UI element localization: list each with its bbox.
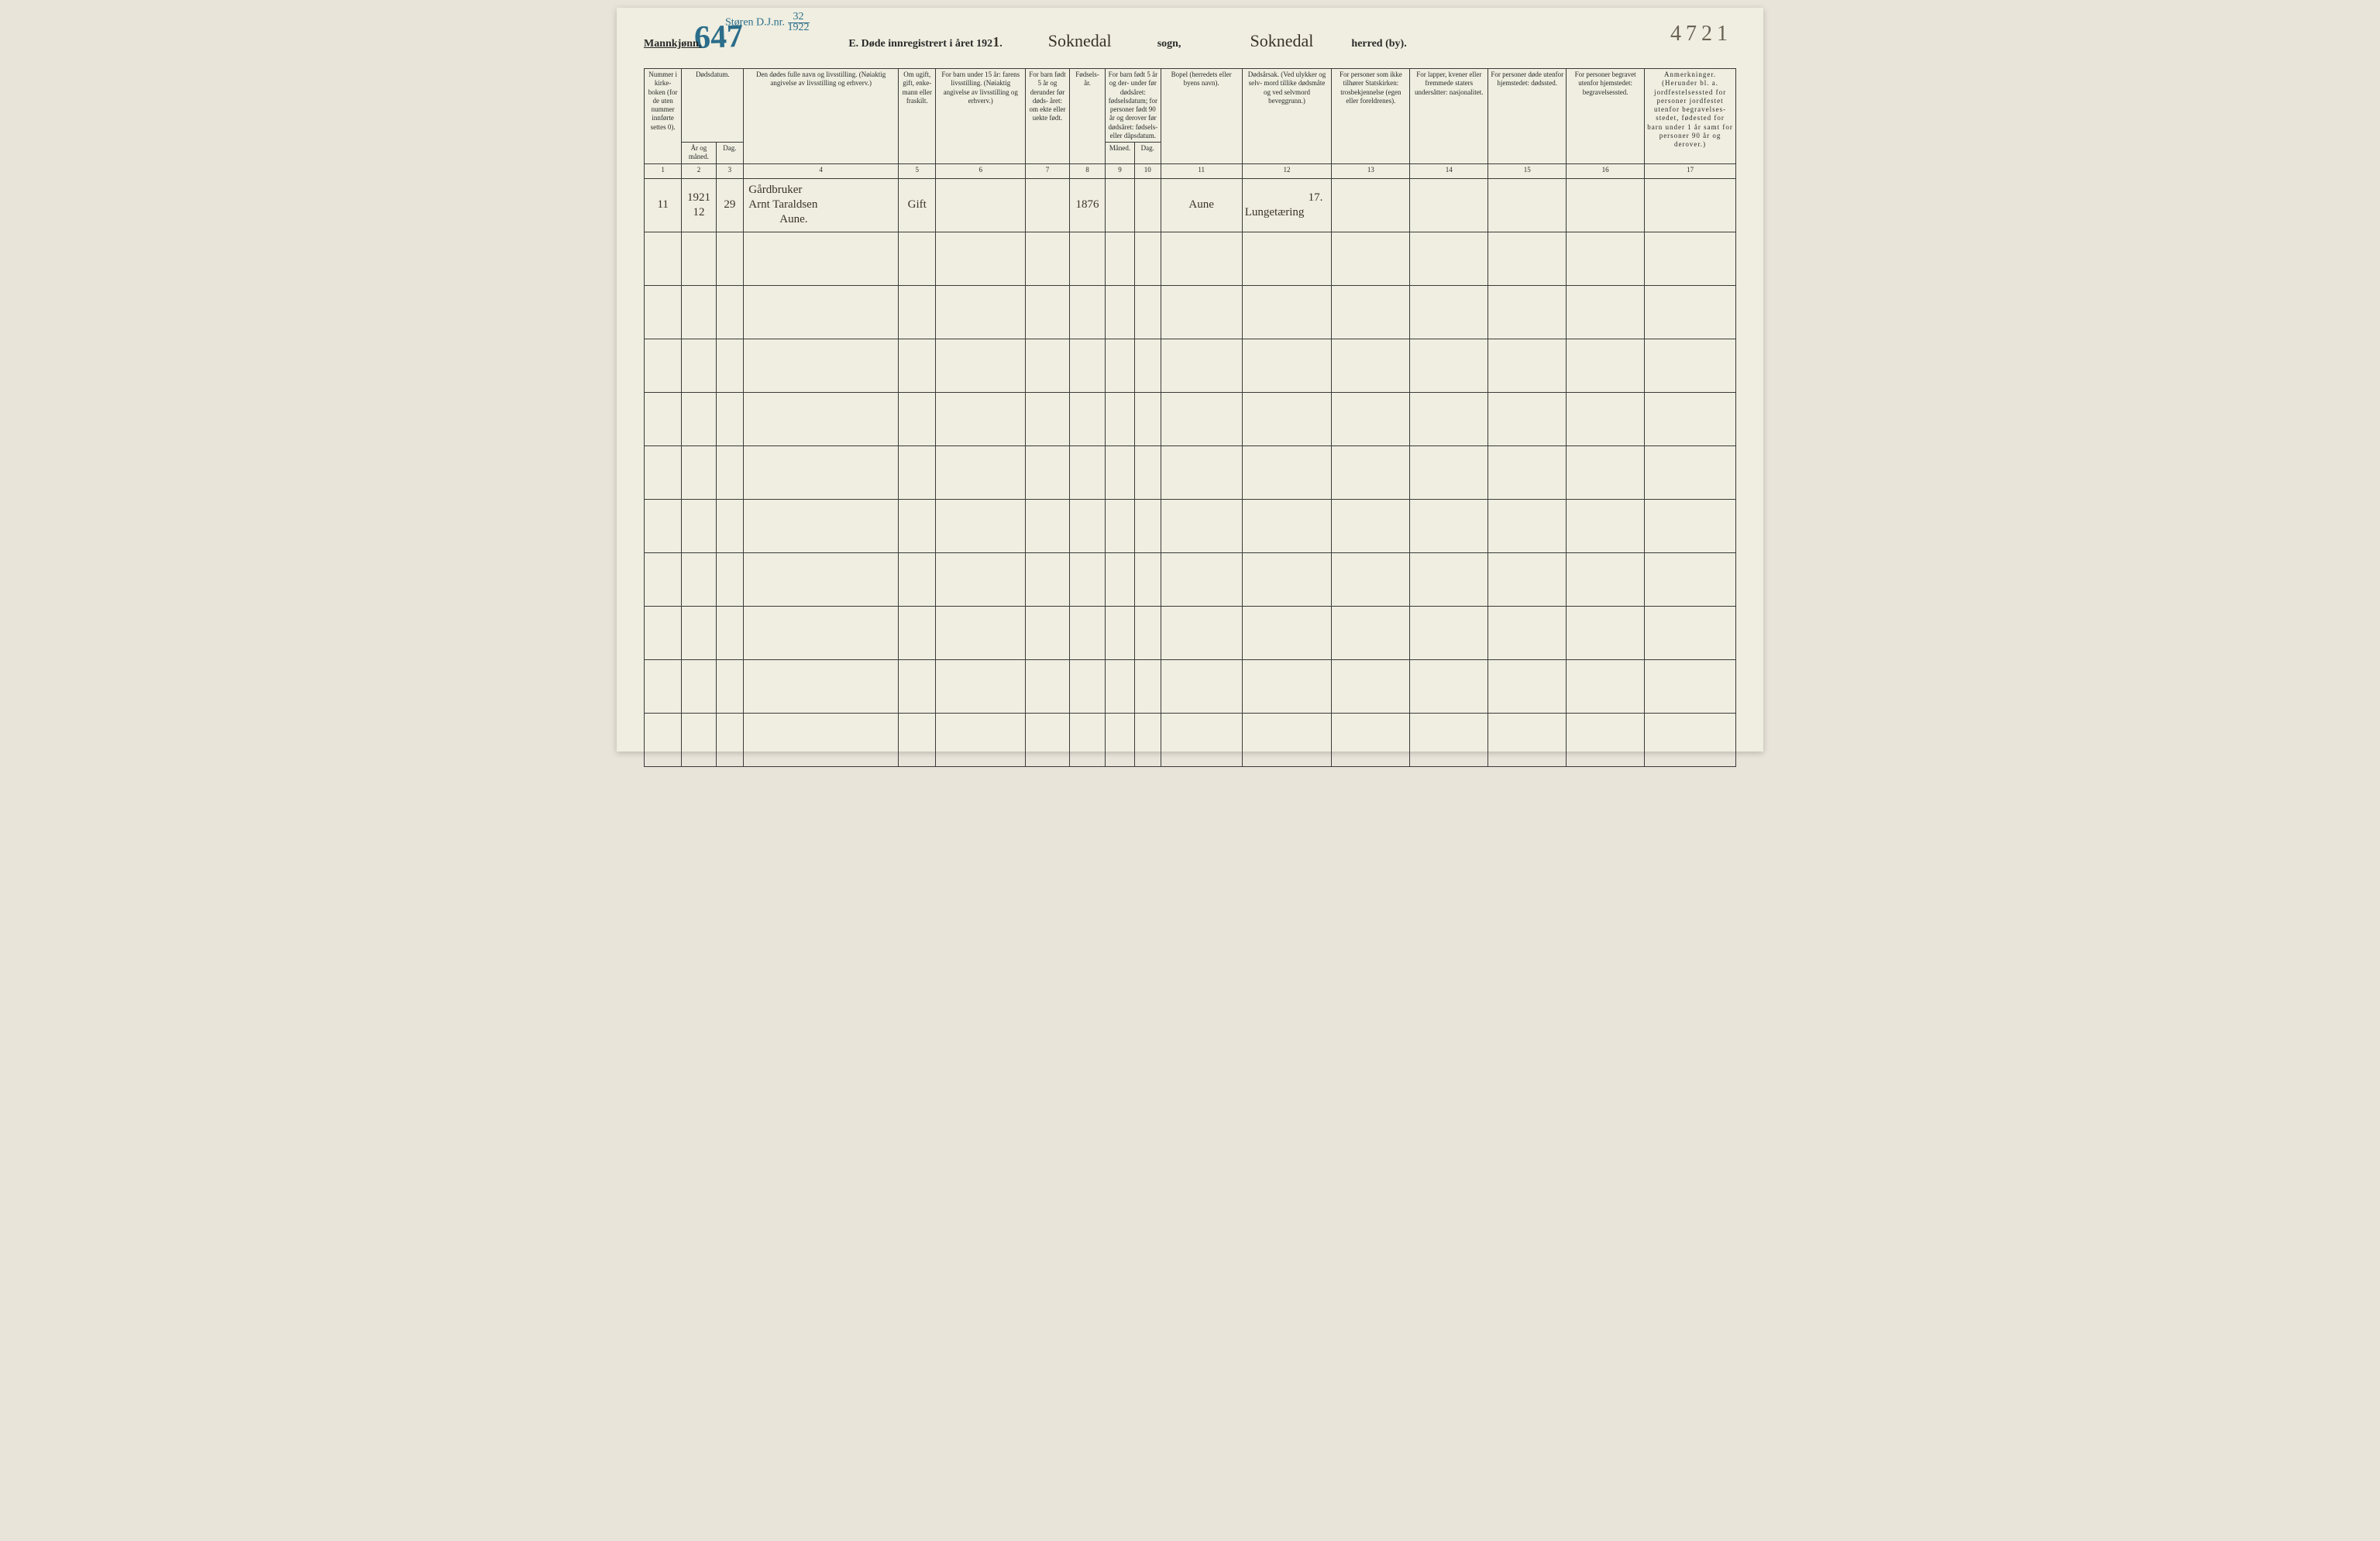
empty-row (645, 232, 1736, 285)
col-16-head: For personer begravet utenfor hjemstedet… (1567, 69, 1645, 164)
e1-navn-l2: Arnt Taraldsen (748, 198, 896, 212)
coln-8: 8 (1069, 163, 1105, 178)
col-2-group-head: Dødsdatum. (682, 69, 744, 143)
e1-bopel: Aune (1161, 178, 1242, 232)
e1-c16 (1567, 178, 1645, 232)
coln-1: 1 (645, 163, 682, 178)
e1-c9 (1106, 178, 1135, 232)
table-body: 1 2 3 4 5 6 7 8 9 10 11 12 13 14 15 16 1… (645, 163, 1736, 766)
herred-label: herred (by). (1351, 38, 1406, 50)
e1-sivilstand: Gift (899, 178, 936, 232)
col-6-head: For barn under 15 år: farens livsstillin… (936, 69, 1026, 164)
e1-c10 (1134, 178, 1161, 232)
col-17-head: Anmerkninger. (Herunder bl. a. jordfeste… (1645, 69, 1736, 164)
empty-row (645, 713, 1736, 766)
title-period: . (999, 38, 1003, 50)
col-2a-head: År og måned. (682, 143, 716, 164)
col-12-head: Dødsårsak. (Ved ulykker og selv- mord ti… (1242, 69, 1332, 164)
column-number-row: 1 2 3 4 5 6 7 8 9 10 11 12 13 14 15 16 1… (645, 163, 1736, 178)
e1-mnd: 12 (684, 205, 713, 220)
coln-15: 15 (1488, 163, 1567, 178)
title-prefix: E. Døde innregistrert i året 192 (848, 38, 992, 50)
gender-heading: Mannkjønn. (644, 38, 701, 50)
coln-17: 17 (1645, 163, 1736, 178)
e1-c17 (1645, 178, 1736, 232)
coln-13: 13 (1332, 163, 1410, 178)
form-title: E. Døde innregistrert i året 1921. (848, 34, 1002, 50)
empty-row (645, 552, 1736, 606)
col-7-head: For barn født 5 år og derunder før døds-… (1026, 69, 1070, 164)
e1-aar-mnd: 1921 12 (682, 178, 716, 232)
e1-aar: 1921 (684, 191, 713, 205)
coln-6: 6 (936, 163, 1026, 178)
empty-row (645, 499, 1736, 552)
e1-dag: 29 (716, 178, 744, 232)
empty-row (645, 659, 1736, 713)
coln-3: 3 (716, 163, 744, 178)
col-4-head: Den dødes fulle navn og livsstilling. (N… (744, 69, 899, 164)
year-digit-hand: 1 (992, 34, 999, 50)
coln-10: 10 (1134, 163, 1161, 178)
e1-navn-l1: Gårdbruker (748, 183, 896, 198)
sogn-handwritten: Soknedal (1010, 31, 1150, 51)
coln-14: 14 (1410, 163, 1488, 178)
e1-c15 (1488, 178, 1567, 232)
e1-fodselsaar: 1876 (1069, 178, 1105, 232)
e1-doa-l2: Lungetæring (1245, 205, 1329, 220)
col-9-10-top-head: For barn født 5 år og der- under før død… (1106, 69, 1161, 143)
coln-16: 16 (1567, 163, 1645, 178)
col-10-head: Dag. (1134, 143, 1161, 164)
col-15-head: For personer døde utenfor hjemstedet: dø… (1488, 69, 1567, 164)
col-2b-head: Dag. (716, 143, 744, 164)
head-row-1: Nummer i kirke- boken (for de uten numme… (645, 69, 1736, 143)
coln-5: 5 (899, 163, 936, 178)
col-11-head: Bopel (herredets eller byens navn). (1161, 69, 1242, 164)
e1-doa-l1: 17. (1245, 191, 1329, 205)
e1-c7 (1026, 178, 1070, 232)
coln-9: 9 (1106, 163, 1135, 178)
header-line: Mannkjønn. E. Døde innregistrert i året … (644, 31, 1736, 51)
stamp-fraction: 32 1922 (788, 12, 810, 33)
col-9-head: Måned. (1106, 143, 1135, 164)
coln-2: 2 (682, 163, 716, 178)
coln-4: 4 (744, 163, 899, 178)
col-1-head: Nummer i kirke- boken (for de uten numme… (645, 69, 682, 164)
register-page: Støren D.J.nr. 32 1922 647 4721 Mannkjøn… (617, 8, 1763, 752)
col-8-head: Fødsels- år. (1069, 69, 1105, 164)
table-head: Nummer i kirke- boken (for de uten numme… (645, 69, 1736, 164)
empty-row (645, 339, 1736, 392)
col-13-head: For personer som ikke tilhører Statskirk… (1332, 69, 1410, 164)
empty-row (645, 606, 1736, 659)
register-table: Nummer i kirke- boken (for de uten numme… (644, 68, 1736, 767)
e1-navn: Gårdbruker Arnt Taraldsen Aune. (744, 178, 899, 232)
e1-c14 (1410, 178, 1488, 232)
e1-navn-l3: Aune. (748, 212, 896, 227)
e1-c6 (936, 178, 1026, 232)
empty-row (645, 285, 1736, 339)
e1-dodsaarsak: 17. Lungetæring (1242, 178, 1332, 232)
sogn-label: sogn, (1157, 38, 1181, 50)
e1-nummer: 11 (645, 178, 682, 232)
col-5-head: Om ugift, gift, enke- mann eller fraskil… (899, 69, 936, 164)
coln-11: 11 (1161, 163, 1242, 178)
coln-7: 7 (1026, 163, 1070, 178)
col-14-head: For lapper, kvener eller fremmede stater… (1410, 69, 1488, 164)
coln-12: 12 (1242, 163, 1332, 178)
empty-row (645, 445, 1736, 499)
entry-row-1: 11 1921 12 29 Gårdbruker Arnt Taraldsen … (645, 178, 1736, 232)
empty-row (645, 392, 1736, 445)
herred-handwritten: Soknedal (1219, 31, 1343, 51)
e1-c13 (1332, 178, 1410, 232)
